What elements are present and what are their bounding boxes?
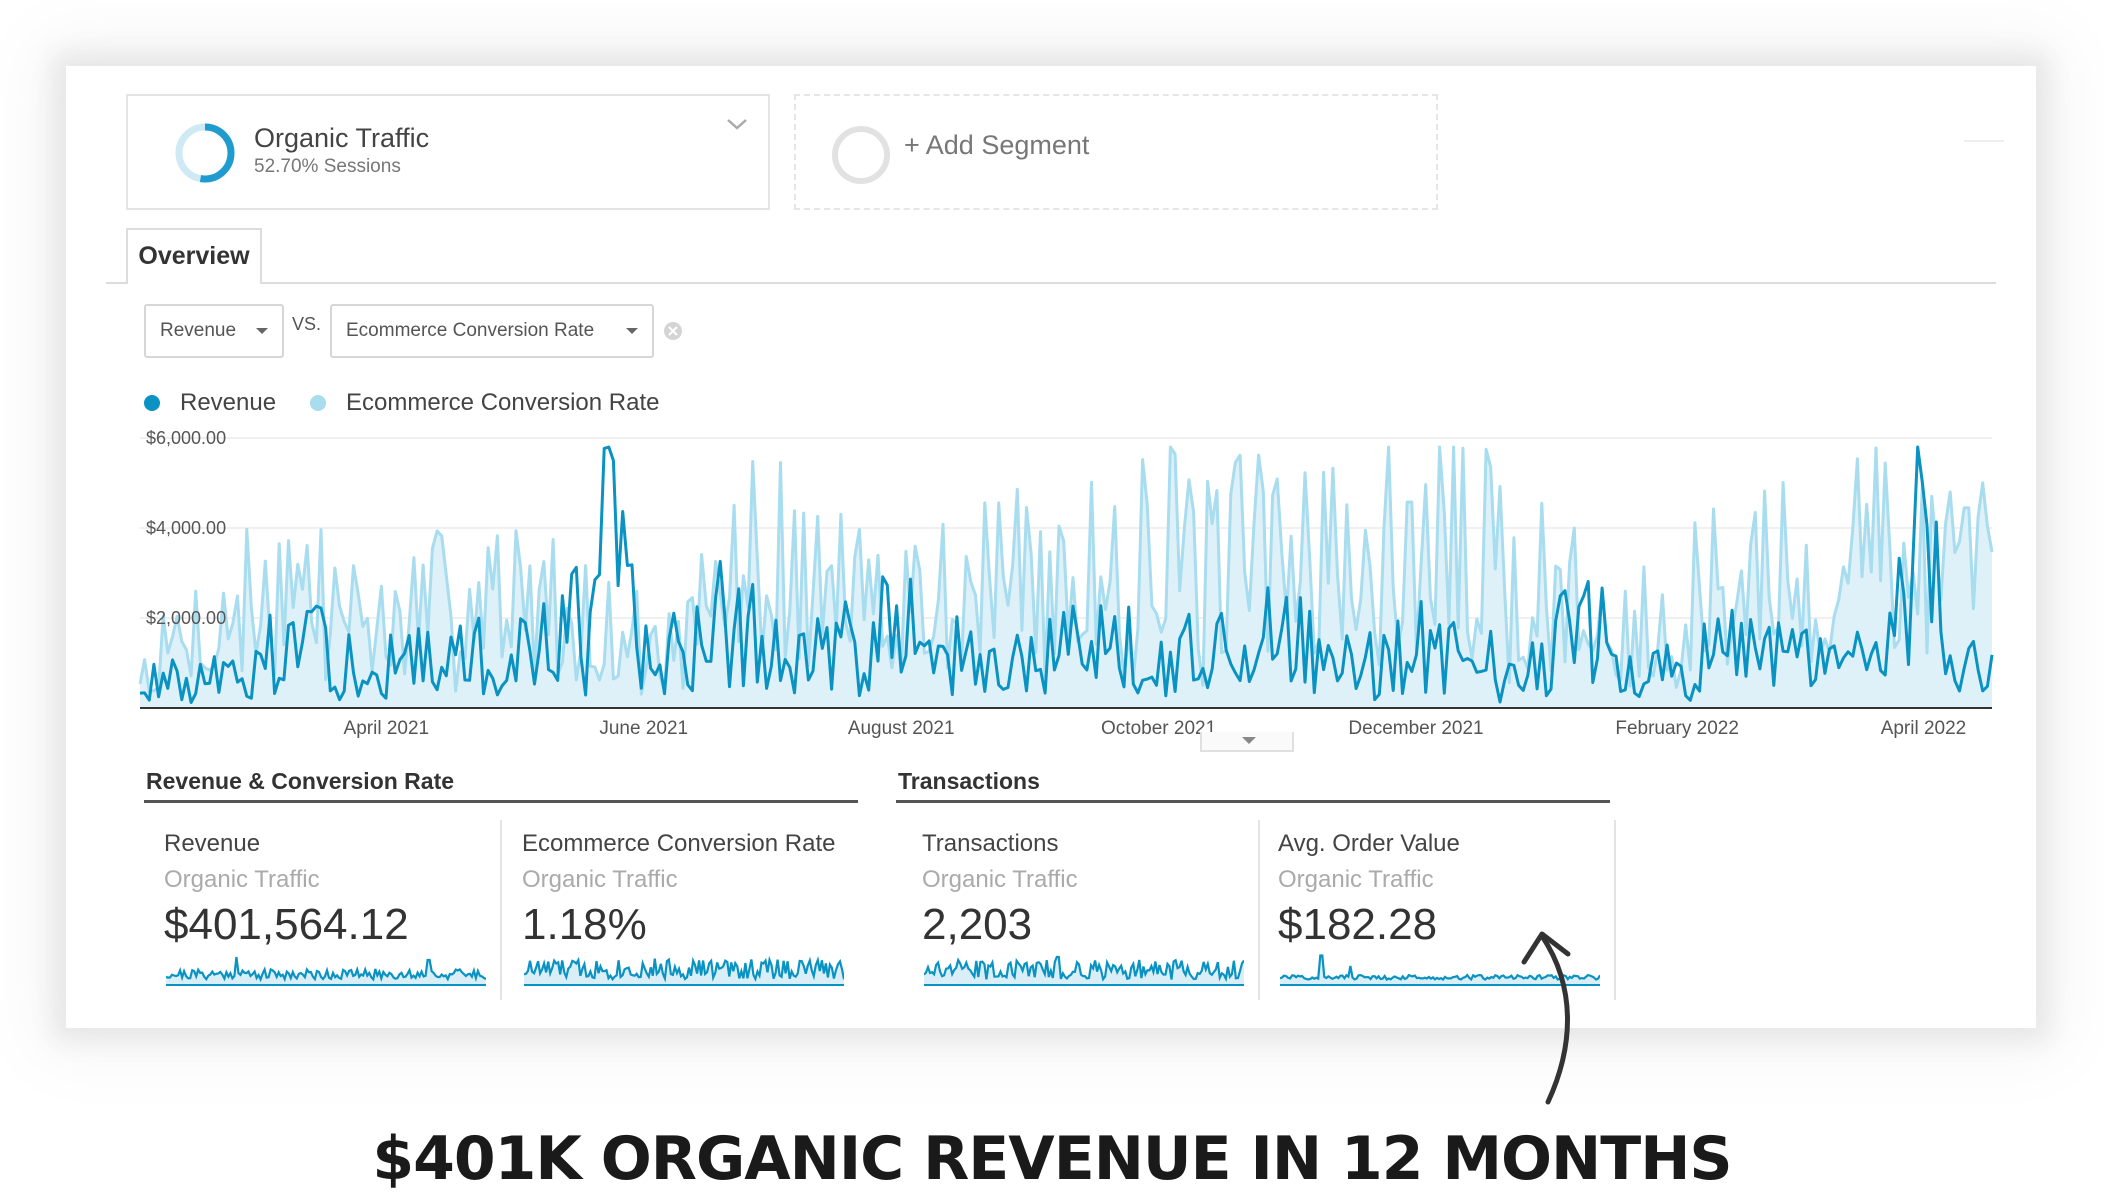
x-tick-label: August 2021 [848,718,955,739]
x-tick-label: December 2021 [1348,718,1483,739]
secondary-metric-label: Ecommerce Conversion Rate [346,320,595,341]
primary-metric-label: Revenue [160,320,237,341]
sparkline-avg-order-value [1280,954,1600,986]
ecr-series-line [138,445,1994,696]
scorecard-metric: Revenue [164,830,261,857]
tab-overview[interactable]: Overview [126,228,262,284]
legend-label: Revenue [180,389,277,416]
scorecard-segment: Organic Traffic [1278,866,1434,893]
scorecard-metric: Ecommerce Conversion Rate [522,830,836,857]
add-segment-label: + Add Segment [904,130,1090,160]
section-title-revenue-conversion: Revenue & Conversion Rate [146,768,455,794]
revenue-vs-ecr-line-chart: $6,000.00 $4,000.00 $2,000.00 April 2021 Ju… [138,428,1994,739]
chart-collapse-toggle[interactable] [1200,732,1294,752]
sparkline-area [524,958,844,986]
segment-title: Organic Traffic [254,123,430,153]
scorecard-segment: Organic Traffic [922,866,1078,893]
sparkline-area [1280,955,1600,986]
scorecard-value: $401,564.12 [164,900,409,949]
x-tick-label: April 2022 [1881,718,1967,739]
remove-metric-icon[interactable] [662,320,684,342]
curved-arrow-up-icon [1521,931,1571,1105]
headline: $401K ORGANIC REVENUE IN 12 MONTHS [372,1124,1732,1194]
segment-sessions-share: 52.70% Sessions [254,156,401,177]
vs-label: VS. [292,314,322,334]
analytics-card: Organic Traffic 52.70% Sessions + Add Se… [66,66,2036,1028]
segment-ring-icon [175,123,235,183]
scorecard-value: 2,203 [922,900,1033,949]
scorecard-value: $182.28 [1278,900,1438,949]
sparkline-area [166,957,486,986]
sparkline-area [924,957,1244,986]
chevron-down-icon[interactable] [722,110,752,140]
section-rule [896,800,1610,803]
x-tick-label: February 2022 [1615,718,1739,739]
scorecard-value: 1.18% [522,900,647,949]
secondary-metric-select[interactable]: Ecommerce Conversion Rate [330,304,654,358]
primary-metric-select[interactable]: Revenue [144,304,284,358]
scorecard-metric: Transactions [922,830,1059,857]
empty-ring-icon [832,126,890,184]
legend-dot-icon [144,395,160,411]
y-tick-label: $2,000.00 [146,608,226,628]
section-title-transactions: Transactions [898,768,1040,794]
sparkline-line [924,955,1244,983]
sparkline-line [166,956,486,983]
segment-organic-traffic[interactable]: Organic Traffic 52.70% Sessions [126,94,770,210]
chevron-down-icon [1242,737,1256,744]
legend-dot-icon [310,395,326,411]
scorecard-revenue[interactable]: Revenue Organic Traffic $401,564.12 [146,820,502,1000]
x-tick-label: April 2021 [344,718,430,739]
tab-bar-rule [106,282,1996,284]
scorecard-ecr[interactable]: Ecommerce Conversion Rate Organic Traffi… [504,820,860,1000]
sparkline-transactions [924,955,1244,986]
sparkline-revenue [166,956,486,986]
legend-label: Ecommerce Conversion Rate [346,389,660,416]
ecr-series-area [140,447,1992,708]
y-tick-label: $6,000.00 [146,428,226,448]
add-segment-button[interactable]: + Add Segment [794,94,1438,210]
scorecard-transactions[interactable]: Transactions Organic Traffic 2,203 [904,820,1260,1000]
scorecard-segment: Organic Traffic [522,866,678,893]
x-tick-label: October 2021 [1101,718,1216,739]
x-tick-label: June 2021 [599,718,688,739]
section-rule [144,800,858,803]
divider [1964,140,2004,142]
scorecard-metric: Avg. Order Value [1278,830,1460,857]
sparkline-line [1280,954,1600,982]
y-tick-label: $4,000.00 [146,518,226,538]
sparkline-line [524,955,844,983]
sparkline-ecr [524,955,844,986]
scorecard-segment: Organic Traffic [164,866,320,893]
scorecard-avg-order-value[interactable]: Avg. Order Value Organic Traffic $182.28 [1260,820,1616,1000]
caret-down-icon [626,328,638,334]
revenue-series-line [139,445,1994,704]
caret-down-icon [256,328,268,334]
